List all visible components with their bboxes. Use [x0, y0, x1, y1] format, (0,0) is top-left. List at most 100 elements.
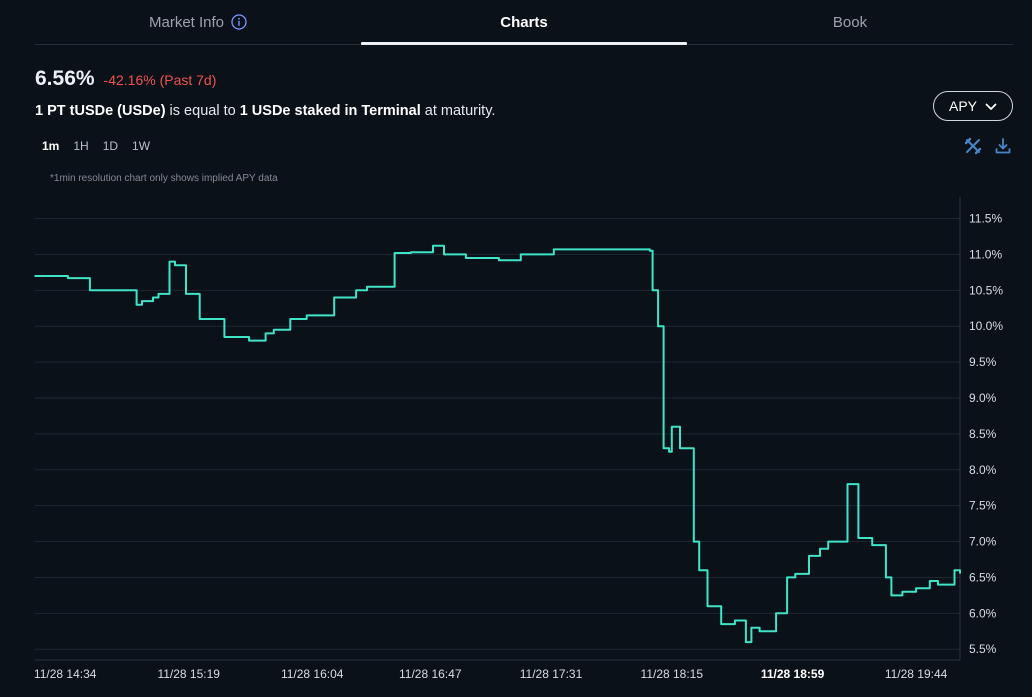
- data-point: [734, 619, 736, 622]
- data-point: [223, 336, 226, 338]
- data-point: [272, 328, 275, 331]
- x-tick-label: 11/28 19:44: [885, 667, 948, 681]
- apy-series-line: [35, 244, 961, 644]
- data-point: [670, 425, 673, 428]
- apy-chart[interactable]: 11.5% 11.0% 10.5% 10.0% 9.5% 9.0% 8.5% 8.0% 7.5%…: [0, 195, 1032, 697]
- data-point: [745, 641, 747, 643]
- data-point: [443, 253, 445, 256]
- y-tick-label: 6.0%: [969, 606, 997, 620]
- metric-dropdown-label: APY: [948, 98, 977, 114]
- data-point: [775, 612, 777, 615]
- y-tick-label: 8.0%: [969, 463, 997, 477]
- metric-dropdown-button[interactable]: APY: [933, 91, 1013, 121]
- data-point: [720, 623, 723, 625]
- tab-book[interactable]: Book: [687, 0, 1013, 44]
- equal-text: is equal to: [165, 103, 240, 119]
- download-icon[interactable]: [993, 137, 1013, 155]
- y-tick-label: 6.5%: [969, 570, 997, 584]
- chart-note: *1min resolution chart only shows implie…: [50, 173, 278, 184]
- y-tick-label: 11.0%: [969, 247, 1002, 261]
- y-tick-label: 8.5%: [969, 427, 997, 441]
- tools-icon[interactable]: [963, 137, 983, 155]
- maturity-text: at maturity.: [420, 103, 496, 119]
- data-point: [305, 314, 308, 317]
- x-tick-label: 11/28 17:31: [520, 667, 583, 681]
- tab-bar: Market Info Charts Book: [35, 0, 1013, 45]
- data-point: [465, 257, 467, 259]
- data-point: [89, 289, 91, 292]
- data-point: [248, 339, 250, 342]
- x-tick-label: 11/28 16:04: [281, 667, 344, 681]
- data-point: [885, 576, 887, 579]
- data-point: [393, 252, 396, 254]
- data-point: [758, 630, 761, 633]
- data-point: [794, 573, 797, 575]
- data-point: [827, 540, 830, 543]
- y-tick-label: 10.5%: [969, 283, 1003, 297]
- data-point: [786, 576, 788, 579]
- apy-change: -42.16% (Past 7d): [103, 72, 217, 88]
- data-point: [157, 293, 160, 295]
- tab-book-label: Book: [832, 13, 868, 31]
- data-point: [410, 251, 412, 254]
- resolution-1h[interactable]: 1H: [73, 139, 89, 153]
- data-point: [185, 293, 187, 295]
- data-point: [111, 289, 113, 292]
- data-point: [651, 289, 654, 292]
- y-tick-label: 10.0%: [969, 319, 1003, 333]
- resolution-1d[interactable]: 1D: [102, 139, 119, 153]
- data-point: [953, 569, 956, 572]
- tab-market-info[interactable]: Market Info: [35, 0, 361, 44]
- data-point: [174, 264, 176, 266]
- x-tick-label: 11/28 18:15: [641, 667, 704, 681]
- y-tick-label: 7.5%: [969, 499, 997, 513]
- resolution-selector: 1m 1H 1D 1W: [35, 137, 157, 155]
- current-apy: 6.56%: [35, 67, 95, 90]
- x-tick-label: 11/28 14:34: [34, 667, 97, 681]
- data-point: [264, 332, 267, 335]
- data-point: [289, 318, 292, 320]
- data-point: [871, 544, 873, 546]
- info-icon[interactable]: [231, 14, 247, 30]
- chevron-down-icon: [985, 98, 997, 114]
- data-point: [333, 296, 335, 299]
- data-point: [432, 245, 434, 247]
- data-point: [692, 540, 695, 543]
- tab-charts[interactable]: Charts: [361, 0, 687, 45]
- data-point: [929, 580, 931, 582]
- x-tick-label: 11/28 15:19: [157, 667, 220, 681]
- data-point: [838, 540, 841, 543]
- data-point: [67, 277, 69, 279]
- data-point: [846, 483, 849, 485]
- tab-charts-label: Charts: [500, 13, 548, 31]
- pt-token-text: 1 PT tUSDe (USDe): [35, 103, 166, 119]
- data-point: [698, 569, 701, 572]
- data-point: [355, 289, 357, 292]
- y-tick-label: 11.5%: [969, 212, 1002, 226]
- maturity-description: 1 PT tUSDe (USDe) is equal to 1 USDe sta…: [35, 103, 495, 119]
- resolution-1m[interactable]: 1m: [42, 139, 60, 153]
- data-point: [198, 318, 201, 320]
- data-point: [135, 303, 138, 306]
- data-point: [679, 447, 681, 450]
- chart-tools: [963, 137, 1013, 155]
- data-point: [141, 300, 143, 302]
- y-tick-label: 5.5%: [969, 642, 997, 656]
- underlying-text: 1 USDe staked in Terminal: [239, 103, 421, 119]
- data-point: [152, 296, 154, 299]
- data-point: [819, 547, 821, 550]
- y-tick-label: 7.0%: [969, 535, 997, 549]
- data-point: [915, 587, 917, 590]
- apy-headline: 6.56% -42.16% (Past 7d): [35, 67, 216, 91]
- x-tick-label: 11/28 18:59: [761, 667, 825, 681]
- resolution-1w[interactable]: 1W: [132, 139, 151, 153]
- data-point: [808, 555, 810, 557]
- tab-market-info-label: Market Info: [148, 13, 225, 31]
- data-point: [602, 248, 604, 251]
- y-tick-label: 9.5%: [969, 355, 997, 369]
- x-tick-label: 11/28 16:47: [399, 667, 462, 681]
- data-point: [959, 572, 961, 574]
- data-point: [750, 626, 753, 629]
- y-tick-label: 9.0%: [969, 391, 997, 405]
- data-point: [657, 325, 659, 328]
